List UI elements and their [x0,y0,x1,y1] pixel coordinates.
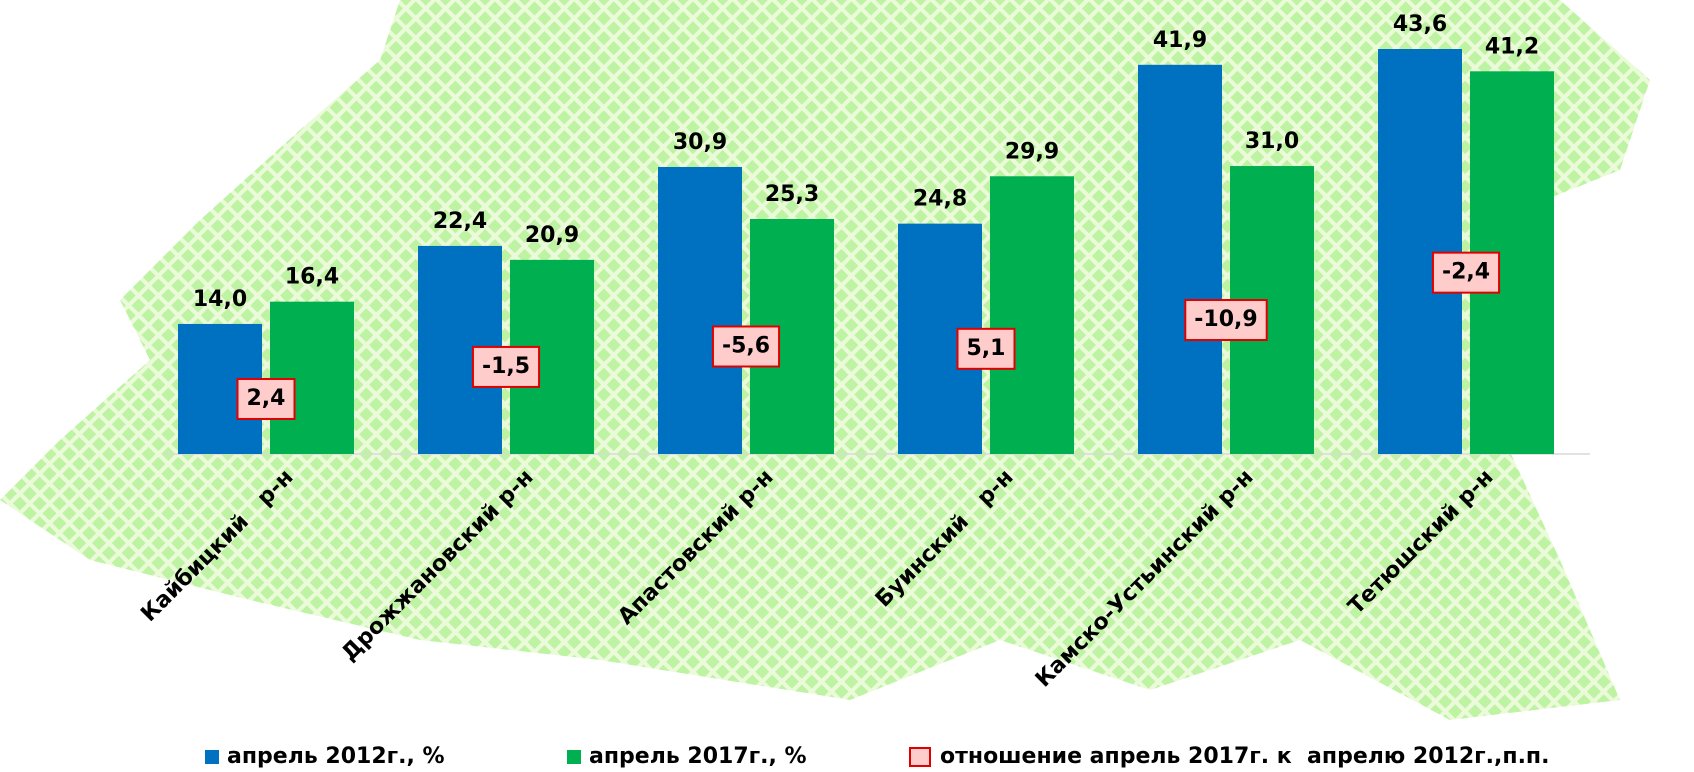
difference-label: -5,6 [722,333,770,358]
value-label: 41,9 [1153,28,1207,53]
bar [1378,49,1462,454]
legend-swatch [567,750,581,764]
value-label: 41,2 [1485,34,1539,59]
difference-box [711,325,781,368]
value-label: 20,9 [525,223,579,248]
value-label: 16,4 [285,265,339,290]
bar [270,301,354,454]
value-label: 25,3 [765,182,819,207]
value-label: 14,0 [193,287,247,312]
difference-box [236,377,296,420]
difference-label: 5,1 [967,336,1006,361]
difference-label: 2,4 [247,386,286,411]
difference-label: -1,5 [482,354,530,379]
value-label: 31,0 [1245,129,1299,154]
value-label: 43,6 [1393,12,1447,37]
difference-label: -2,4 [1442,260,1490,285]
legend-label: апрель 2012г., % [227,744,445,769]
bar [658,166,742,454]
difference-box [1431,251,1501,294]
legend-swatch [205,750,219,764]
legend-label: отношение апрель 2017г. к апрелю 2012г.,… [940,744,1549,769]
value-label: 29,9 [1005,139,1059,164]
difference-label: -10,9 [1194,307,1257,332]
bar [990,176,1074,455]
legend-swatch [909,747,931,767]
value-label: 24,8 [913,187,967,212]
value-label: 30,9 [673,130,727,155]
difference-box [956,327,1016,370]
difference-box [1184,299,1268,342]
value-label: 22,4 [433,209,487,234]
bar [1138,64,1222,454]
difference-box [471,345,541,388]
legend-label: апрель 2017г., % [589,744,807,769]
